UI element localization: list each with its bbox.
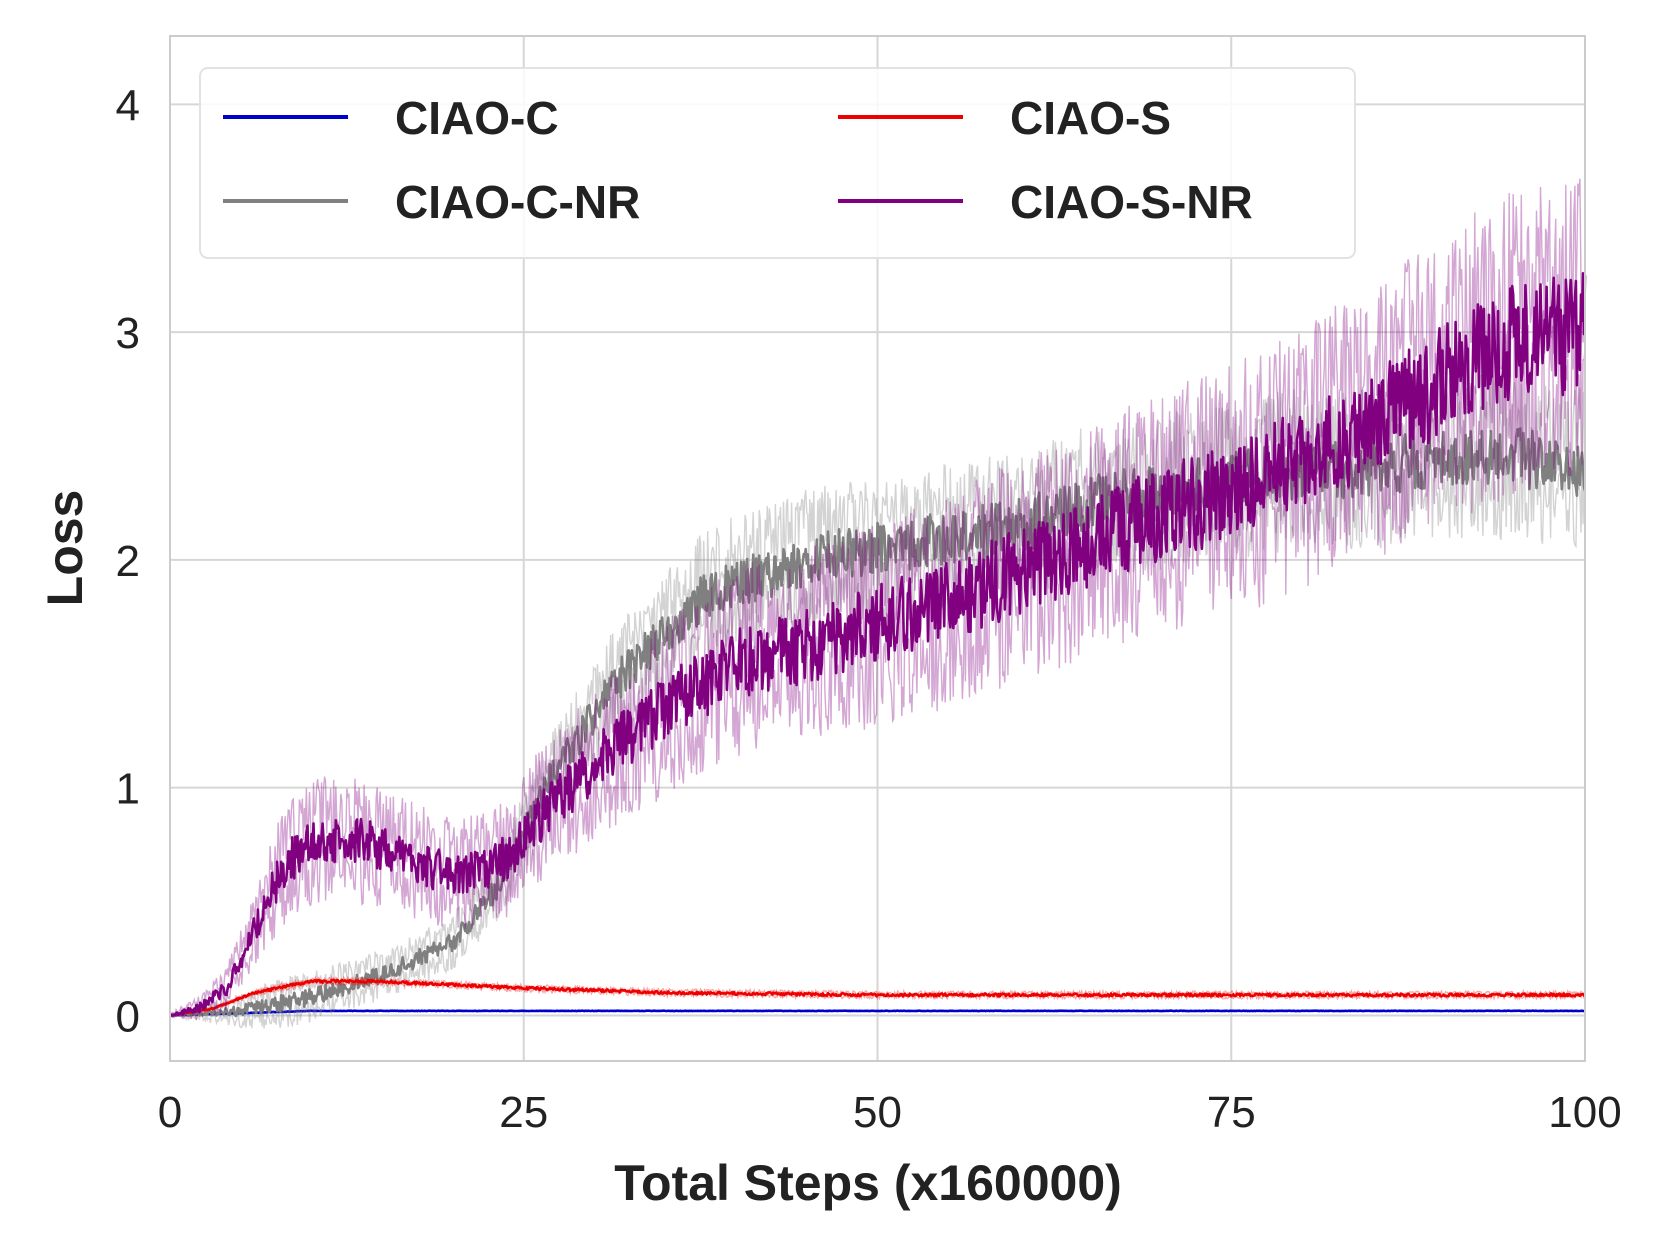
series-ciao-c — [169, 1009, 1586, 1017]
y-tick-label: 3 — [116, 309, 140, 358]
series-ciao-s-nr — [169, 178, 1587, 1021]
x-tick-label: 0 — [158, 1088, 182, 1137]
legend-label-ciao-c-nr: CIAO-C-NR — [395, 176, 640, 228]
y-tick-labels: 0 1 2 3 4 — [116, 81, 140, 1041]
y-axis-title: Loss — [37, 490, 93, 607]
x-tick-label: 50 — [853, 1088, 902, 1137]
x-axis-title: Total Steps (x160000) — [614, 1155, 1122, 1211]
y-tick-label: 1 — [116, 765, 140, 814]
series-line — [169, 271, 1587, 1018]
legend-label-ciao-s-nr: CIAO-S-NR — [1010, 176, 1253, 228]
x-tick-labels: 0 25 50 75 100 — [158, 1088, 1622, 1137]
plot-frame — [169, 35, 1586, 1062]
series-layer — [169, 178, 1587, 1029]
legend-box — [199, 67, 1356, 259]
x-tick-label: 25 — [499, 1088, 548, 1137]
y-tick-label: 0 — [116, 992, 140, 1041]
legend-label-ciao-c: CIAO-C — [395, 92, 559, 144]
legend-label-ciao-s: CIAO-S — [1010, 92, 1171, 144]
series-line — [169, 978, 1586, 1017]
series-line — [169, 1009, 1586, 1017]
x-tick-label: 75 — [1207, 1088, 1256, 1137]
y-tick-label: 2 — [116, 537, 140, 586]
legend: CIAO-C CIAO-S CIAO-C-NR CIAO-S-NR — [199, 67, 1356, 259]
series-band-upper — [169, 178, 1586, 1016]
x-tick-label: 100 — [1548, 1088, 1621, 1137]
y-tick-label: 4 — [116, 81, 140, 130]
series-ciao-s — [169, 975, 1586, 1017]
